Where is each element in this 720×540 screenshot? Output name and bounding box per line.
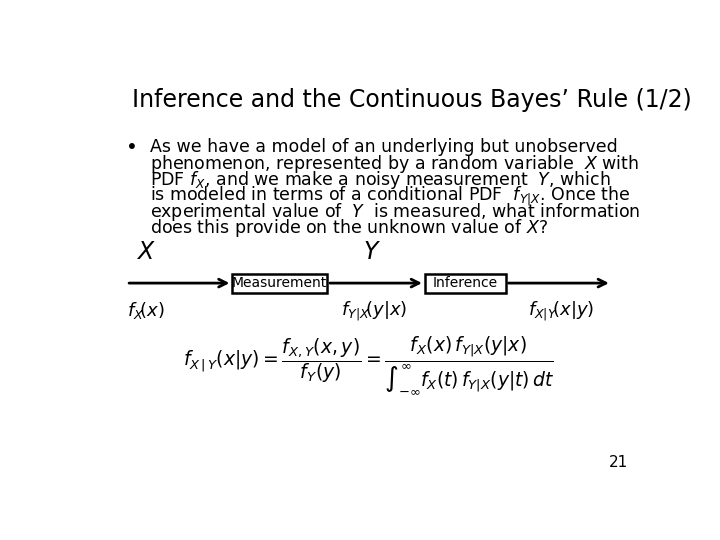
Text: is modeled in terms of a conditional PDF  $f_{Y|X}$. Once the: is modeled in terms of a conditional PDF… [150,185,630,208]
Text: $\mathbf{\mathit{Y}}$: $\mathbf{\mathit{Y}}$ [363,240,381,265]
Text: $f_{Y|X}\!\left(y|x\right)$: $f_{Y|X}\!\left(y|x\right)$ [341,300,408,323]
Text: Inference and the Continuous Bayes’ Rule (1/2): Inference and the Continuous Bayes’ Rule… [132,87,692,112]
FancyBboxPatch shape [425,274,505,293]
Text: $f_{X|Y}\!\left(x|y\right)$: $f_{X|Y}\!\left(x|y\right)$ [528,300,595,323]
Text: 21: 21 [609,455,629,470]
Text: Inference: Inference [433,276,498,290]
Text: experimental value of  $\mathit{Y}$  is measured, what information: experimental value of $\mathit{Y}$ is me… [150,201,640,223]
Text: does this provide on the unknown value of $\mathit{X}$?: does this provide on the unknown value o… [150,217,548,239]
Text: •: • [126,138,138,157]
Text: $f_X\!\left(x\right)$: $f_X\!\left(x\right)$ [127,300,165,321]
Text: $f_{X\,|\,Y}(x|y)=\dfrac{f_{X,Y}(x,y)}{f_Y(y)}=\dfrac{f_X(x)\,f_{Y|X}(y|x)}{\int: $f_{X\,|\,Y}(x|y)=\dfrac{f_{X,Y}(x,y)}{f… [184,335,554,397]
FancyBboxPatch shape [233,274,327,293]
Text: phenomenon, represented by a random variable  $\mathit{X}$ with: phenomenon, represented by a random vari… [150,153,639,176]
Text: Measurement: Measurement [232,276,328,290]
Text: $\mathbf{\mathit{X}}$: $\mathbf{\mathit{X}}$ [136,240,156,265]
Text: PDF $f_X$, and we make a noisy measurement  $\mathit{Y}$, which: PDF $f_X$, and we make a noisy measureme… [150,169,611,191]
Text: As we have a model of an underlying but unobserved: As we have a model of an underlying but … [150,138,618,156]
